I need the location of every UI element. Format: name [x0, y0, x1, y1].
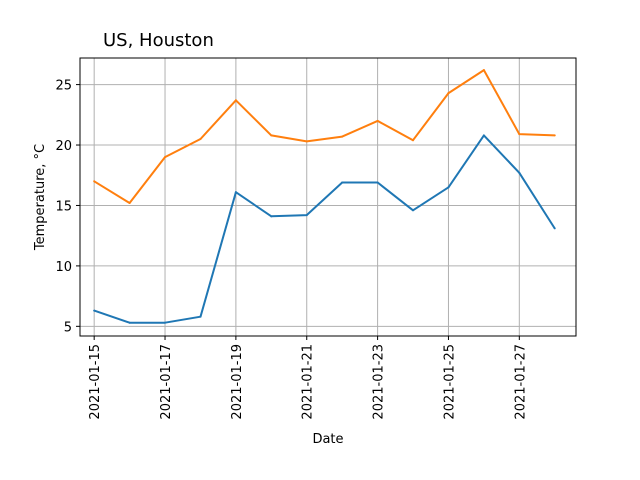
x-tick-label: 2021-01-17 [159, 344, 174, 420]
data-point [341, 135, 344, 138]
data-point [518, 171, 521, 174]
x-tick-label: 2021-01-23 [372, 344, 387, 420]
data-point [482, 134, 485, 137]
data-point [164, 156, 167, 159]
data-point [341, 181, 344, 184]
y-tick-label: 25 [55, 79, 72, 94]
data-point [93, 309, 96, 312]
series-line-1 [93, 134, 556, 324]
grid-layer [80, 58, 576, 336]
x-axis-label: Date [312, 432, 343, 447]
data-point [305, 140, 308, 143]
data-point [128, 202, 131, 205]
data-point [412, 139, 415, 142]
data-point [447, 186, 450, 189]
data-point [234, 99, 237, 102]
plot-frame [79, 57, 577, 337]
y-tick-label: 20 [55, 139, 72, 154]
x-tick-label: 2021-01-21 [301, 344, 316, 420]
data-point [270, 134, 273, 137]
data-point [376, 119, 379, 122]
data-point [553, 134, 556, 137]
data-point [164, 321, 167, 324]
x-tick-label: 2021-01-25 [442, 344, 457, 420]
data-point [553, 227, 556, 230]
y-tick-label: 10 [55, 260, 72, 275]
data-point [234, 191, 237, 194]
data-point [376, 181, 379, 184]
y-tick-label: 5 [64, 320, 72, 335]
x-tick-label: 2021-01-15 [88, 344, 103, 420]
data-point [128, 321, 131, 324]
data-point [518, 133, 521, 136]
y-tick-label: 15 [55, 199, 72, 214]
x-tick-label: 2021-01-27 [513, 344, 528, 420]
data-point [447, 92, 450, 95]
data-point [199, 315, 202, 318]
series-line-2 [93, 69, 555, 204]
x-tick-label: 2021-01-19 [230, 344, 245, 420]
y-axis-label: Temperature, °C [33, 144, 48, 251]
data-point [199, 137, 202, 140]
data-point [93, 180, 96, 183]
series-layer [93, 69, 556, 324]
tick-layer: 5 10 15 20 25 2021-01-15 2021-01-17 2021-01-19 2… [55, 79, 528, 420]
data-point [412, 209, 415, 212]
data-point [270, 215, 273, 218]
data-point [482, 69, 485, 72]
chart-title: US, Houston [103, 30, 214, 51]
data-point [305, 214, 308, 217]
